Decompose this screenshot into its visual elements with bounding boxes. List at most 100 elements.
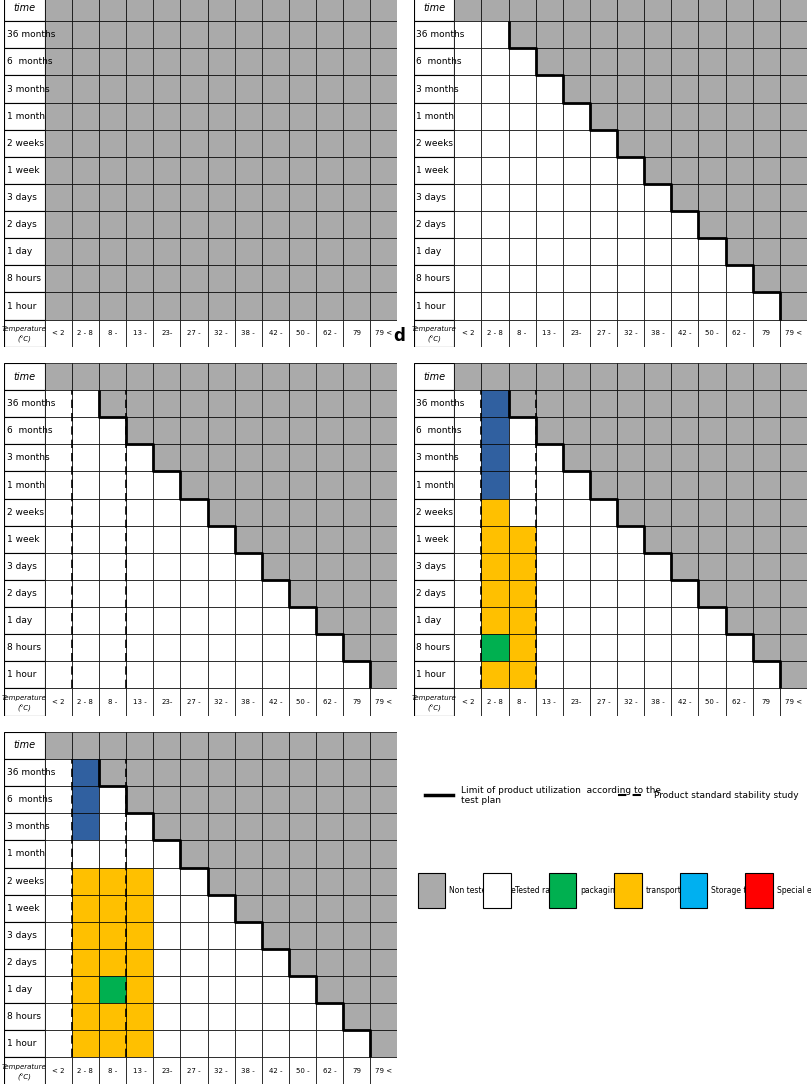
Bar: [698, 293, 726, 320]
Bar: [316, 894, 343, 921]
Bar: [99, 921, 127, 948]
Bar: [127, 320, 153, 347]
Bar: [289, 211, 316, 238]
Text: 79: 79: [352, 331, 361, 336]
Bar: [672, 76, 698, 103]
Bar: [482, 417, 508, 444]
Bar: [343, 293, 371, 320]
Bar: [698, 417, 726, 444]
Bar: [234, 921, 262, 948]
Bar: [617, 157, 644, 184]
Bar: [180, 1057, 208, 1084]
Bar: [289, 49, 316, 76]
Bar: [414, 157, 454, 184]
Bar: [454, 238, 482, 266]
Bar: [262, 472, 289, 499]
Bar: [4, 732, 45, 759]
Bar: [483, 873, 511, 908]
Bar: [72, 472, 99, 499]
Bar: [780, 553, 807, 580]
Bar: [508, 49, 536, 76]
Bar: [698, 526, 726, 553]
Text: 13 -: 13 -: [133, 699, 147, 705]
Text: 79 <: 79 <: [375, 1068, 393, 1074]
Text: 27 -: 27 -: [187, 331, 201, 336]
Text: (°C): (°C): [18, 705, 32, 711]
Bar: [590, 157, 617, 184]
Bar: [753, 238, 780, 266]
Bar: [99, 472, 127, 499]
Text: 27 -: 27 -: [187, 699, 201, 705]
Bar: [289, 976, 316, 1003]
Text: 32 -: 32 -: [214, 1068, 228, 1074]
Bar: [780, 266, 807, 293]
Bar: [414, 390, 454, 417]
Bar: [153, 948, 180, 976]
Bar: [316, 840, 343, 867]
Bar: [289, 417, 316, 444]
Bar: [563, 184, 590, 211]
Bar: [644, 266, 672, 293]
Bar: [590, 363, 617, 390]
Bar: [234, 976, 262, 1003]
Text: 38 -: 38 -: [242, 699, 255, 705]
Bar: [563, 130, 590, 157]
Bar: [536, 661, 563, 688]
Bar: [371, 390, 397, 417]
Bar: [127, 634, 153, 661]
Bar: [127, 76, 153, 103]
Bar: [753, 49, 780, 76]
Bar: [4, 76, 45, 103]
Bar: [316, 211, 343, 238]
Bar: [644, 472, 672, 499]
Text: < 2: < 2: [461, 699, 474, 705]
Bar: [563, 472, 590, 499]
Text: transports: transports: [646, 886, 685, 895]
Bar: [234, 0, 262, 22]
Bar: [508, 688, 536, 715]
Bar: [454, 444, 482, 472]
Bar: [508, 211, 536, 238]
Bar: [590, 661, 617, 688]
Bar: [316, 1057, 343, 1084]
Text: 6  months: 6 months: [6, 796, 52, 804]
Text: 2 days: 2 days: [416, 220, 446, 229]
Bar: [153, 1057, 180, 1084]
Bar: [316, 76, 343, 103]
Bar: [127, 22, 153, 49]
Bar: [698, 553, 726, 580]
Bar: [289, 320, 316, 347]
Bar: [45, 894, 72, 921]
Bar: [563, 499, 590, 526]
Bar: [482, 390, 508, 417]
Bar: [454, 22, 482, 49]
Text: 23-: 23-: [161, 699, 173, 705]
Bar: [180, 417, 208, 444]
Bar: [617, 184, 644, 211]
Bar: [371, 211, 397, 238]
Bar: [153, 732, 180, 759]
Bar: [343, 444, 371, 472]
Bar: [289, 266, 316, 293]
Bar: [590, 580, 617, 607]
Bar: [563, 211, 590, 238]
Text: Special event: Special event: [777, 886, 811, 895]
Bar: [753, 0, 780, 22]
Bar: [45, 976, 72, 1003]
Bar: [45, 0, 72, 22]
Bar: [482, 526, 508, 553]
Bar: [617, 661, 644, 688]
Bar: [590, 499, 617, 526]
Bar: [644, 238, 672, 266]
Bar: [72, 921, 99, 948]
Bar: [414, 499, 454, 526]
Text: 1 hour: 1 hour: [416, 670, 446, 680]
Bar: [208, 634, 234, 661]
Bar: [45, 786, 72, 813]
Bar: [262, 157, 289, 184]
Bar: [180, 813, 208, 840]
Text: 3 months: 3 months: [6, 823, 49, 831]
Bar: [180, 390, 208, 417]
Bar: [180, 76, 208, 103]
Bar: [262, 0, 289, 22]
